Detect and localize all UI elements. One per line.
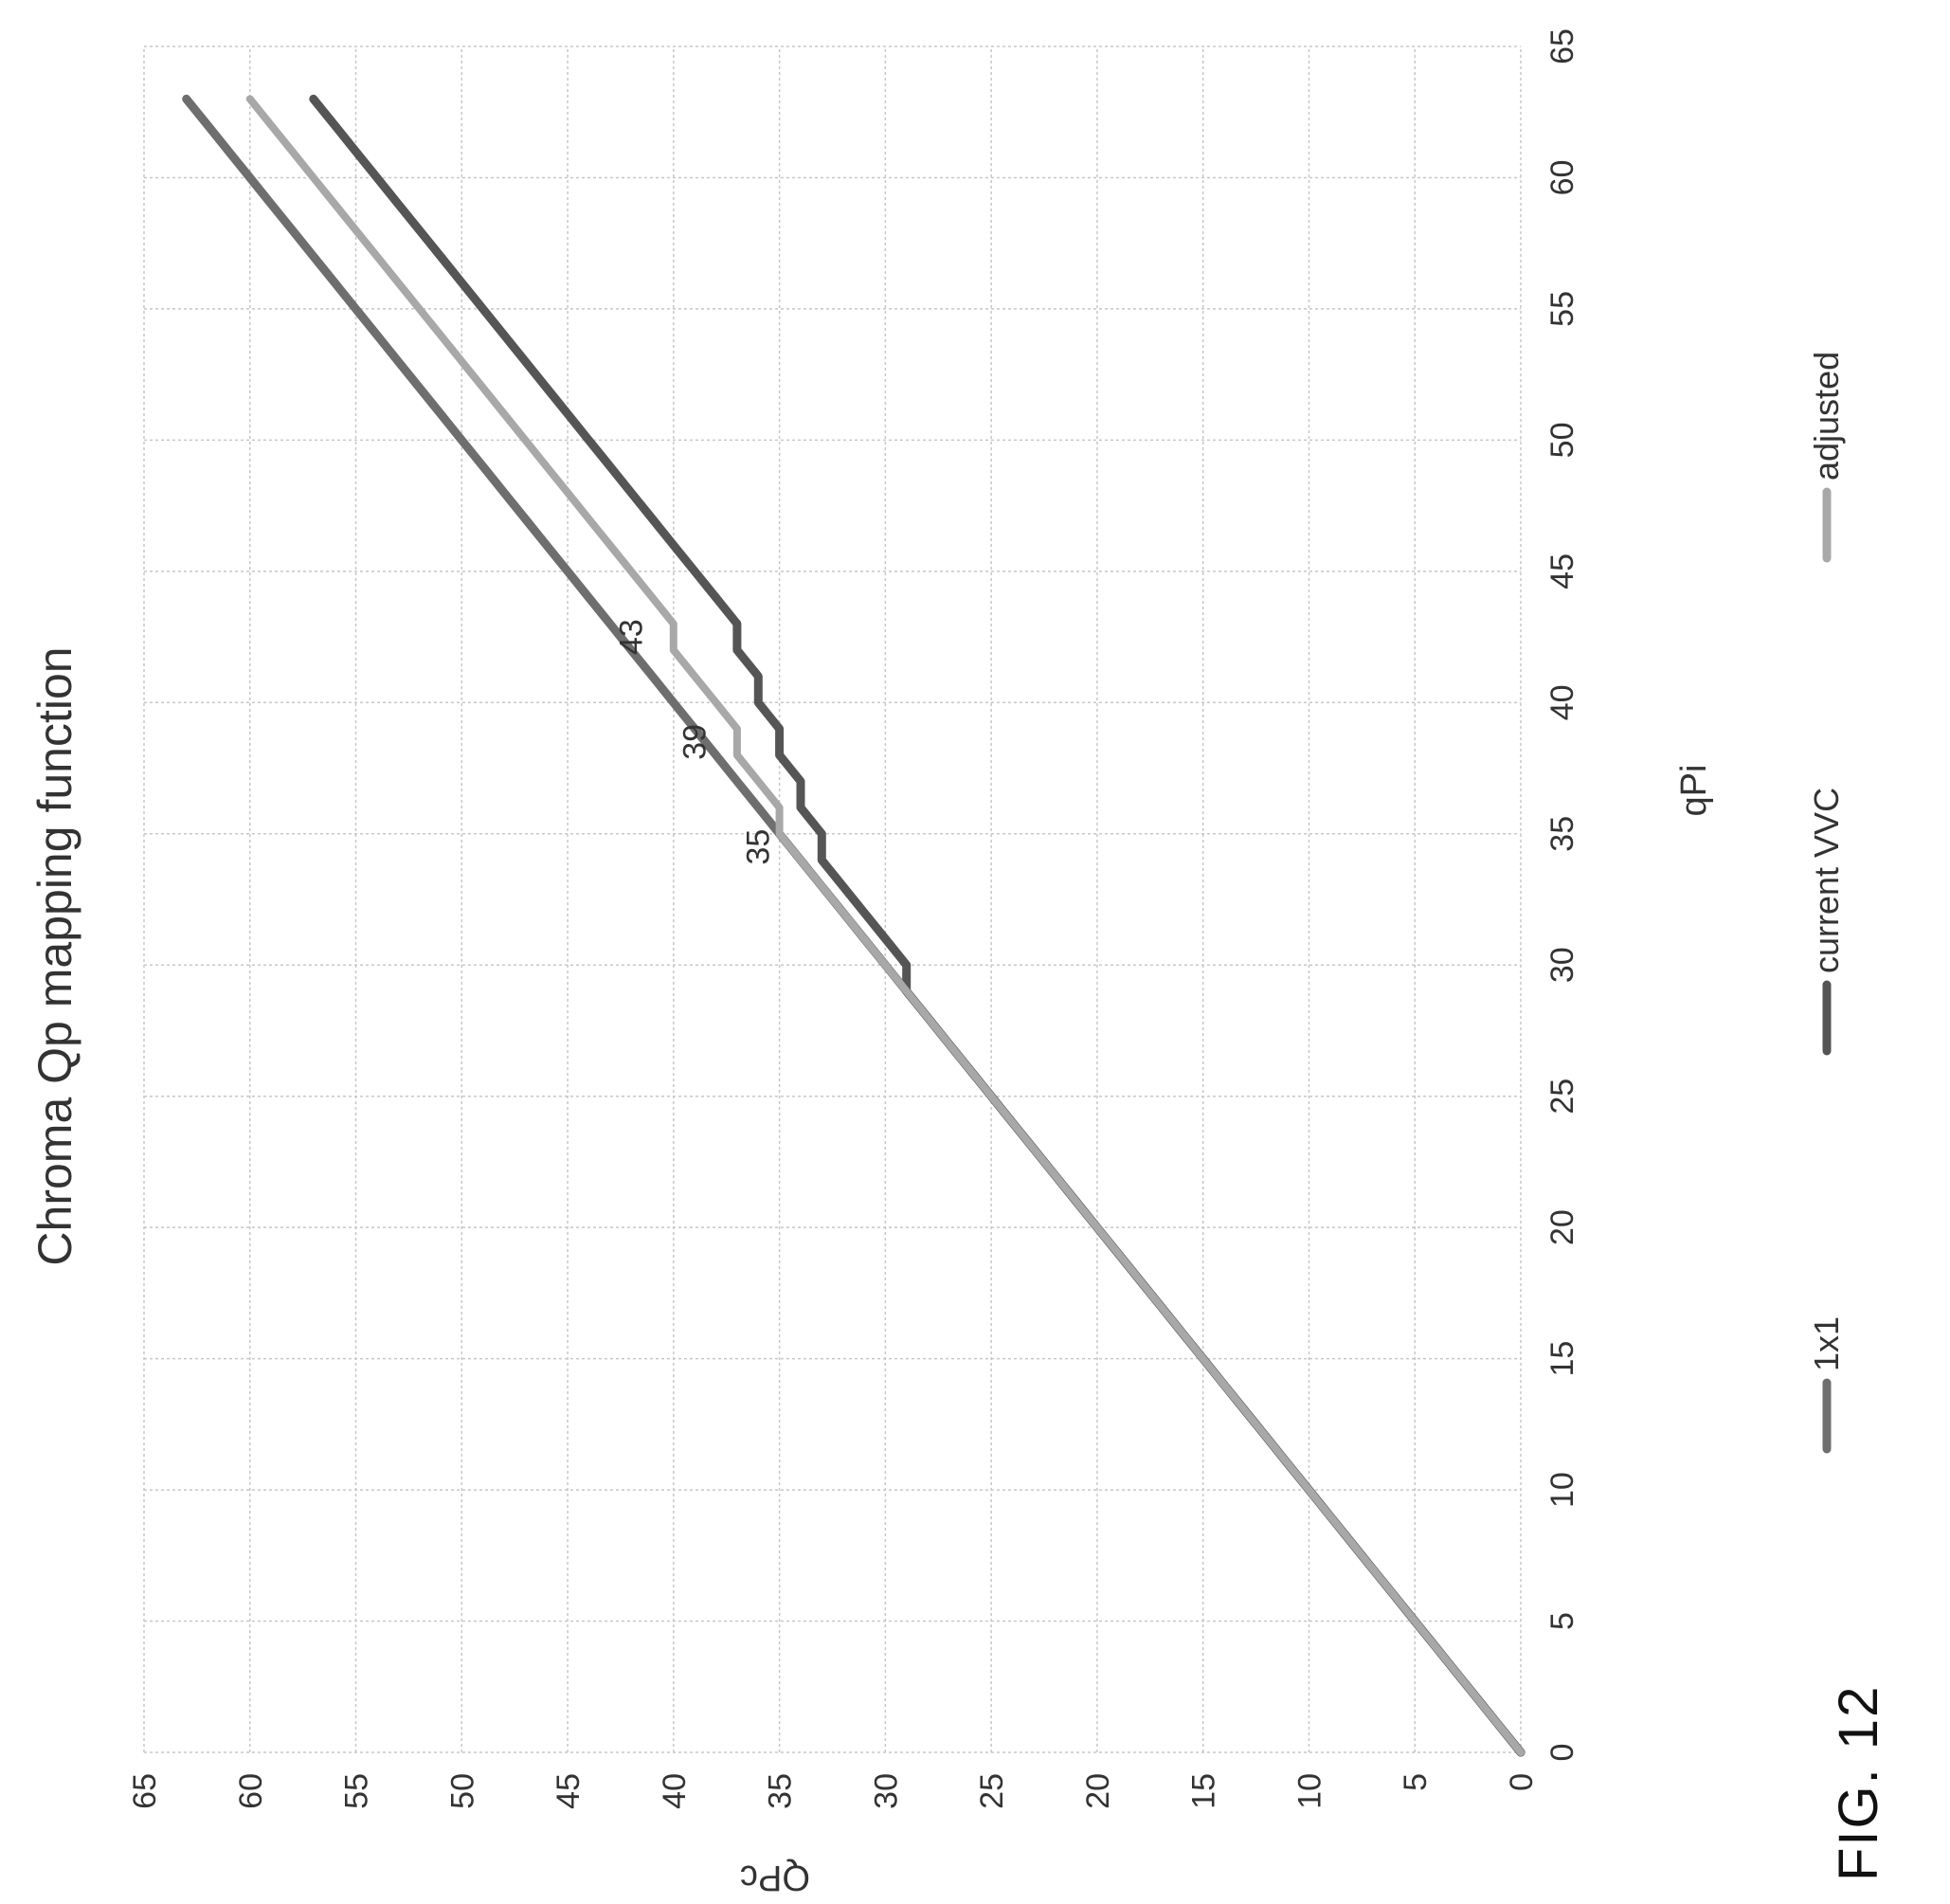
annotation-label: 43 [613,619,649,655]
x-tick-label: 30 [1544,947,1580,983]
y-tick-label: 45 [551,1773,587,1809]
series-line-adjusted [245,95,1525,1756]
vertical-gridlines [144,45,1521,1753]
annotations: 35 39 43 [613,619,776,864]
y-axis-tick-labels: 0 5 10 15 20 25 30 35 40 45 50 55 60 65 [127,1773,1540,1809]
y-tick-label: 10 [1291,1773,1327,1809]
y-tick-label: 55 [339,1773,375,1809]
y-tick-label: 5 [1398,1773,1434,1791]
x-tick-label: 10 [1544,1472,1580,1508]
x-tick-label: 40 [1544,684,1580,720]
x-tick-label: 65 [1544,28,1580,64]
y-tick-label: 0 [1504,1773,1540,1791]
x-axis-label: qPi [1674,765,1714,817]
series-lines [182,94,1526,1757]
y-tick-label: 30 [868,1773,904,1809]
figure-label: FIG. 12 [1828,1684,1889,1881]
x-tick-label: 0 [1544,1744,1580,1762]
annotation-label: 39 [677,724,713,760]
rotated-chart-group: Chroma Qp mapping function 0 5 10 15 20 25 30 3… [28,28,1846,1897]
x-tick-label: 35 [1544,816,1580,852]
y-tick-label: 60 [233,1773,269,1809]
horizontal-gridlines [143,46,1522,1752]
annotation-label: 35 [740,829,776,865]
y-axis-label: QPc [740,1858,810,1897]
x-axis-tick-labels: 0 5 10 15 20 25 30 35 40 45 50 55 60 65 [1544,28,1580,1761]
x-tick-label: 5 [1544,1612,1580,1630]
y-tick-label: 35 [763,1773,799,1809]
legend-label: 1x1 [1807,1316,1846,1371]
chart-title: Chroma Qp mapping function [28,646,81,1265]
x-tick-label: 55 [1544,291,1580,327]
series-line-current-vvc [309,94,1526,1757]
y-tick-label: 25 [974,1773,1010,1809]
y-tick-label: 65 [127,1773,163,1809]
legend: 1x1 current VVC adjusted [1807,352,1846,1454]
y-tick-label: 50 [444,1773,480,1809]
x-tick-label: 50 [1544,422,1580,458]
x-tick-label: 15 [1544,1341,1580,1377]
y-tick-label: 40 [657,1773,693,1809]
legend-label: current VVC [1807,788,1846,973]
x-tick-label: 25 [1544,1079,1580,1115]
legend-label: adjusted [1807,352,1846,481]
x-tick-label: 45 [1544,553,1580,589]
x-tick-label: 60 [1544,160,1580,196]
y-tick-label: 20 [1080,1773,1116,1809]
x-tick-label: 20 [1544,1209,1580,1245]
y-tick-label: 15 [1186,1773,1222,1809]
